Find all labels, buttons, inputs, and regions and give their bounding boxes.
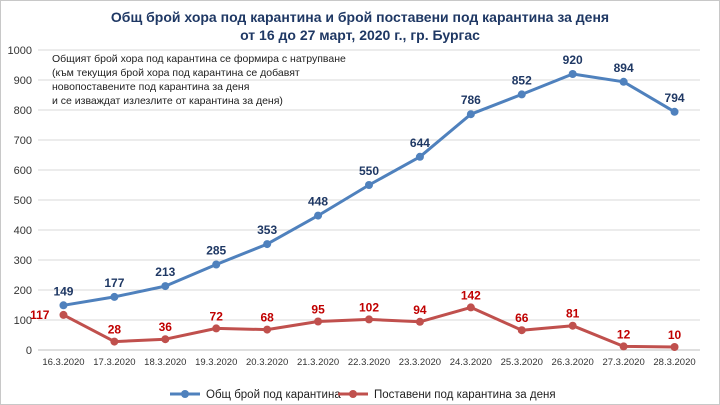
data-label: 36 [159, 320, 173, 334]
legend-marker-daily [349, 390, 357, 398]
data-point [59, 310, 68, 319]
x-tick-label: 23.3.2020 [399, 357, 441, 368]
x-tick-label: 21.3.2020 [297, 357, 339, 368]
x-tick-label: 24.3.2020 [450, 357, 492, 368]
data-label: 102 [359, 300, 379, 314]
y-tick-label: 500 [14, 195, 32, 207]
annotation: Общият брой хора под карантина се формир… [52, 53, 346, 107]
data-point [670, 343, 679, 351]
data-label: 353 [257, 223, 277, 237]
x-tick-label: 22.3.2020 [348, 357, 390, 368]
x-tick-label: 19.3.2020 [195, 357, 237, 368]
data-label: 285 [206, 244, 226, 258]
data-point [161, 282, 170, 291]
data-label: 550 [359, 164, 379, 178]
annotation-line-1: Общият брой хора под карантина се формир… [52, 53, 346, 65]
y-tick-label: 1000 [8, 45, 32, 57]
x-tick-label: 26.3.2020 [552, 357, 594, 368]
data-label: 142 [461, 288, 481, 302]
data-point [110, 292, 119, 301]
y-tick-label: 0 [26, 345, 32, 357]
x-tick-label: 28.3.2020 [653, 357, 695, 368]
legend-label-daily: Поставени под карантина за деня [374, 389, 556, 401]
data-label: 94 [413, 303, 427, 317]
data-point [517, 326, 526, 335]
data-label: 177 [104, 276, 124, 290]
data-point [619, 342, 628, 351]
x-tick-label: 17.3.2020 [93, 357, 135, 368]
data-point [670, 107, 679, 116]
data-label: 786 [461, 93, 481, 107]
chart-title: Общ брой хора под карантина и брой поста… [111, 9, 609, 25]
data-label: 72 [210, 309, 224, 323]
data-point [568, 321, 577, 330]
data-label: 920 [563, 53, 583, 67]
data-label: 852 [512, 73, 532, 87]
data-point [466, 110, 475, 119]
data-point [568, 70, 577, 78]
data-label: 644 [410, 136, 430, 150]
data-point [365, 315, 373, 324]
legend: Общ брой под карантина Поставени под кар… [170, 389, 556, 401]
data-point [110, 337, 119, 346]
data-label: 117 [30, 308, 50, 322]
x-tick-label: 25.3.2020 [501, 357, 543, 368]
annotation-line-3: новопоставените под карантина за деня [52, 81, 249, 93]
legend-item-total: Общ брой под карантина [170, 389, 341, 401]
data-label: 95 [311, 303, 325, 317]
data-point [263, 325, 272, 334]
series-0: 149 177 213 285 353 448 550 644 786 852 920 894 794 [53, 53, 685, 310]
series-1: 117 28 36 72 68 95 102 94 142 66 81 12 10 [30, 288, 682, 351]
x-tick-label: 27.3.2020 [602, 357, 644, 368]
data-label: 68 [260, 311, 274, 325]
data-point [415, 317, 424, 326]
y-tick-label: 100 [14, 315, 32, 327]
data-point [517, 90, 526, 99]
y-axis: 0 100 200 300 400 500 600 700 800 900 1000 [8, 45, 32, 357]
y-tick-label: 700 [14, 135, 32, 147]
data-point [59, 301, 68, 310]
legend-label-total: Общ брой под карантина [206, 389, 341, 401]
chart-subtitle: от 16 до 27 март, 2020 г., гр. Бургас [240, 27, 480, 43]
x-tick-label: 20.3.2020 [246, 357, 288, 368]
data-point [212, 260, 221, 269]
data-label: 794 [665, 91, 685, 105]
y-tick-label: 800 [14, 105, 32, 117]
data-point [415, 152, 424, 161]
data-label: 81 [566, 307, 580, 321]
annotation-line-2: (към текущия брой хора под карантина се … [52, 67, 300, 79]
data-point [466, 303, 475, 312]
data-point [263, 240, 272, 249]
data-label: 28 [108, 323, 122, 337]
data-label: 12 [617, 327, 631, 341]
x-axis: 16.3.2020 17.3.2020 18.3.2020 19.3.2020 20.3… [38, 349, 700, 368]
data-point [212, 324, 221, 333]
annotation-line-4: и се изваждат излезлите от карантина за … [52, 95, 283, 107]
data-point [314, 317, 323, 326]
data-label: 66 [515, 311, 529, 325]
data-label: 213 [155, 265, 175, 279]
y-tick-label: 400 [14, 225, 32, 237]
data-label: 448 [308, 195, 328, 209]
legend-item-daily: Поставени под карантина за деня [338, 389, 556, 401]
y-tick-label: 600 [14, 165, 32, 177]
y-tick-label: 200 [14, 285, 32, 297]
legend-marker-total [181, 390, 189, 398]
data-label: 894 [614, 61, 634, 75]
data-point [619, 77, 628, 86]
y-tick-label: 300 [14, 255, 32, 267]
x-tick-label: 16.3.2020 [42, 357, 84, 368]
series-layer: 1491772132853534485506447868529208947941… [30, 53, 685, 351]
data-point [314, 211, 323, 220]
data-point [161, 335, 170, 344]
data-label: 149 [53, 284, 73, 298]
x-tick-label: 18.3.2020 [144, 357, 186, 368]
y-tick-label: 900 [14, 75, 32, 87]
data-label: 10 [668, 328, 682, 342]
data-point [365, 181, 373, 189]
